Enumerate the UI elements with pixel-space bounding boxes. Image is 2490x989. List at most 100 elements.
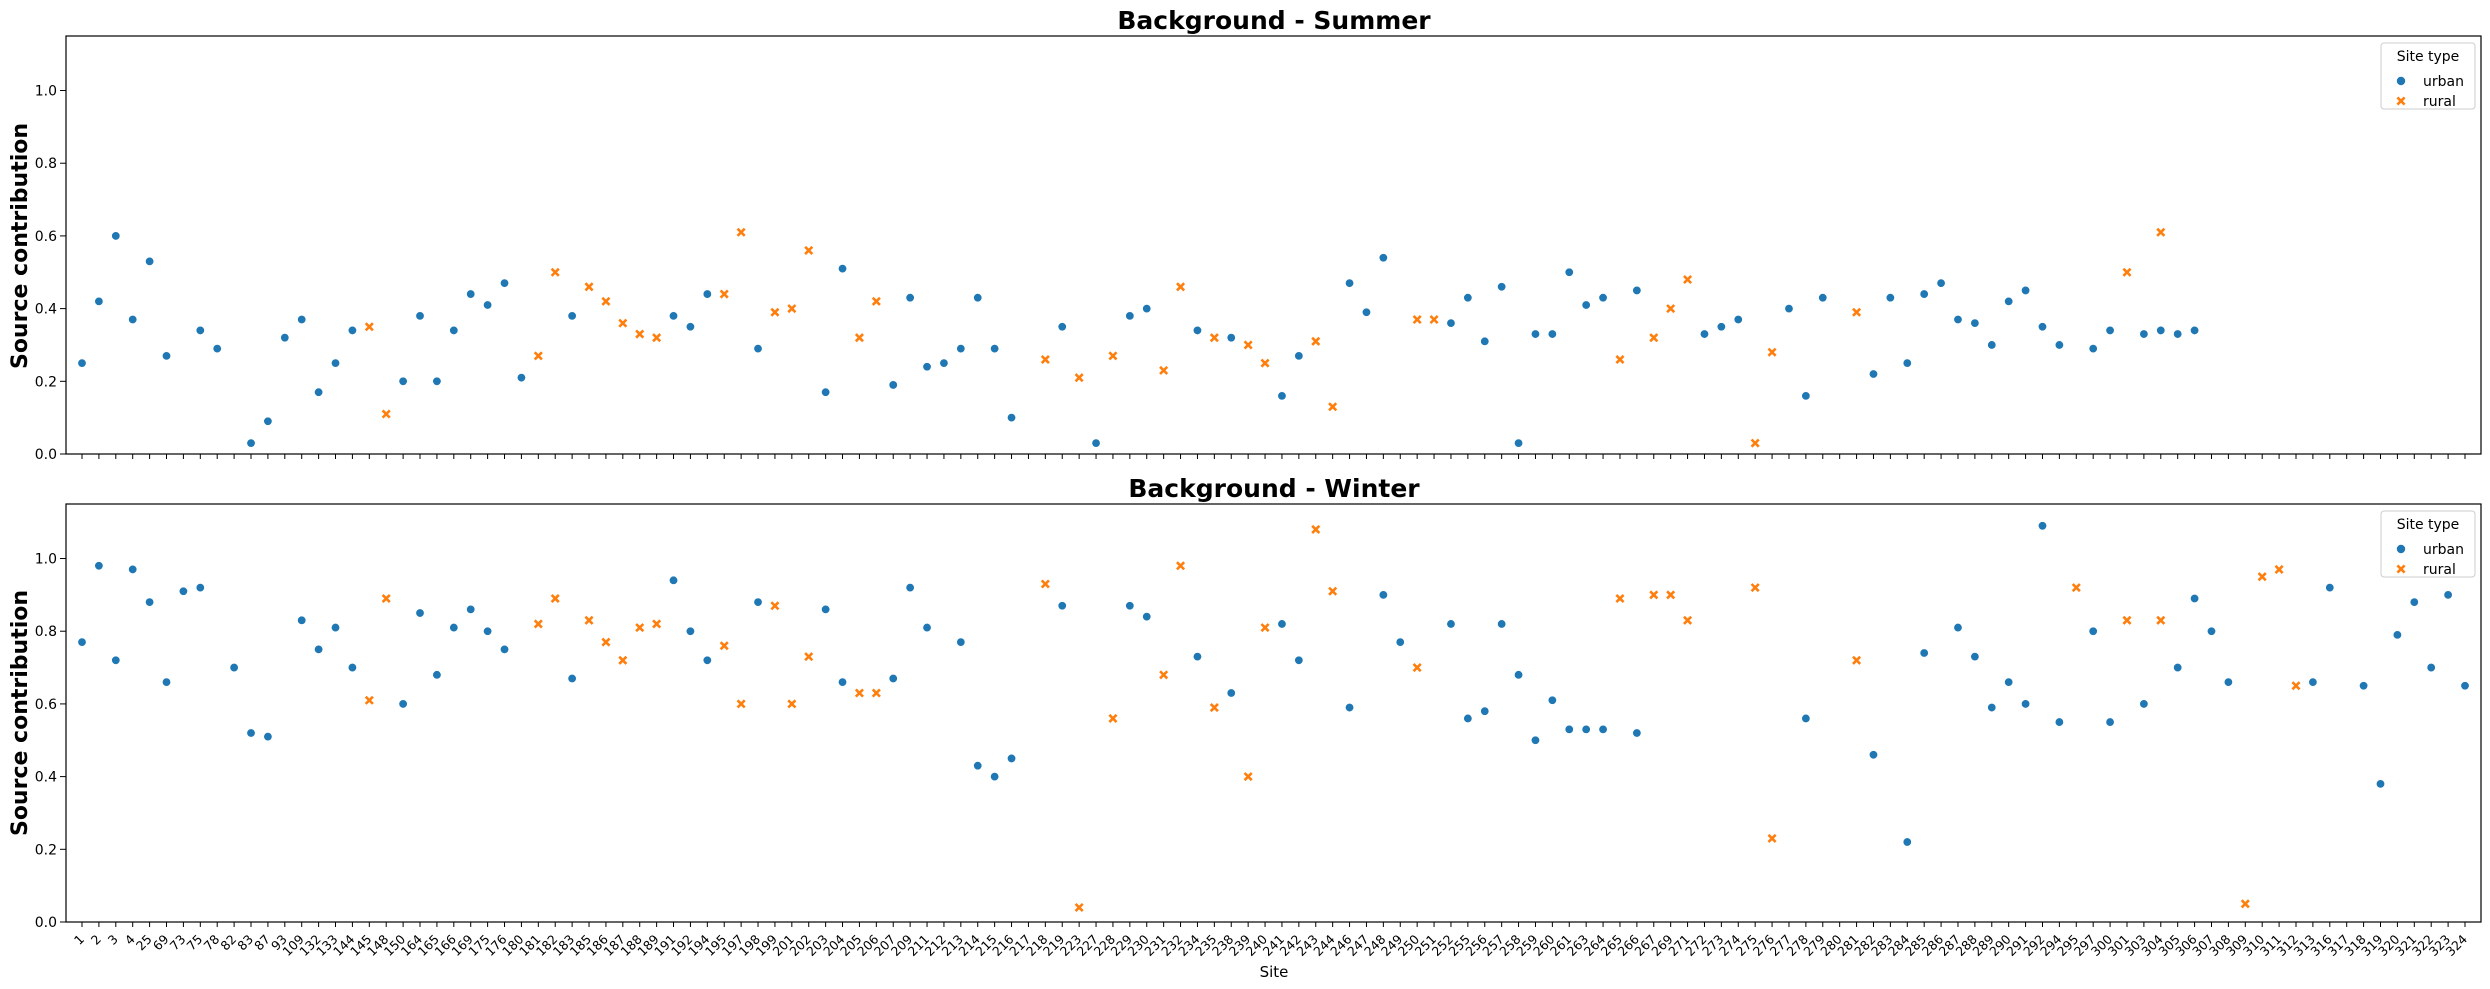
data-point-urban (1277, 391, 1287, 401)
data-point-urban (1784, 304, 1794, 314)
winter-plot-frame (65, 503, 2482, 923)
data-point-urban (212, 344, 222, 354)
data-point-urban (111, 231, 121, 241)
data-point-urban (2021, 699, 2031, 709)
data-point-urban (1801, 713, 1811, 723)
data-point-urban (263, 732, 273, 742)
data-point-rural (364, 695, 374, 705)
data-point-rural (550, 593, 560, 604)
data-point-rural (618, 318, 628, 328)
x-tick-label: 324 (2443, 931, 2471, 959)
data-point-rural (854, 333, 864, 343)
data-point-urban (2173, 329, 2183, 339)
y-tick-label: 0.4 (35, 302, 57, 318)
data-point-urban (2426, 663, 2436, 673)
winter-legend: Site type urban rural (2380, 510, 2476, 578)
y-tick-label: 0.6 (35, 697, 57, 713)
data-point-urban (922, 362, 932, 372)
data-point-urban (1987, 703, 1997, 713)
legend-marker-rural (2396, 96, 2406, 106)
data-point-urban (1885, 293, 1895, 303)
data-point-rural (736, 227, 746, 237)
data-point-urban (1970, 318, 1980, 328)
data-point-urban (1716, 322, 1726, 332)
data-point-urban (1598, 724, 1608, 734)
data-point-rural (804, 245, 814, 255)
data-point-urban (1125, 311, 1135, 321)
data-point-rural (1108, 713, 1118, 723)
data-point-urban (347, 663, 357, 673)
data-point-urban (567, 673, 577, 683)
legend-marker-urban (2396, 76, 2406, 86)
data-point-urban (347, 325, 357, 335)
data-point-urban (1514, 670, 1524, 680)
data-point-rural (2274, 564, 2284, 574)
data-point-rural (1040, 354, 1050, 365)
data-point-urban (1378, 590, 1388, 600)
legend-title: Site type (2397, 49, 2460, 65)
data-point-urban (1936, 278, 1946, 288)
data-point-urban (1902, 837, 1912, 847)
data-point-rural (1209, 703, 1219, 713)
y-tick-label: 0.0 (35, 447, 57, 463)
data-point-urban (685, 322, 695, 332)
data-point-urban (2409, 597, 2419, 607)
summer-y-axis: 0.0 0.2 0.4 0.6 0.8 1.0 (35, 84, 66, 463)
legend-label: rural (2423, 94, 2456, 110)
data-point-urban (398, 699, 408, 709)
data-point-rural (1243, 772, 1253, 782)
x-tick-label: 3 (105, 932, 121, 948)
data-point-urban (2156, 325, 2166, 335)
data-point-rural (787, 699, 797, 709)
legend-label: urban (2423, 74, 2464, 90)
data-point-urban (1801, 391, 1811, 401)
data-point-urban (1733, 315, 1743, 325)
data-point-urban (1919, 648, 1929, 658)
data-point-urban (314, 644, 324, 654)
winter-ylabel: Source contribution (8, 590, 33, 836)
data-point-urban (939, 358, 949, 368)
summer-x-axis (81, 454, 2466, 459)
data-point-urban (77, 637, 87, 647)
data-point-urban (1953, 623, 1963, 633)
data-point-urban (466, 289, 476, 299)
data-point-urban (1361, 307, 1371, 317)
data-point-rural (2122, 615, 2132, 625)
data-point-rural (1074, 902, 1084, 912)
data-point-urban (449, 325, 459, 335)
data-point-rural (1176, 282, 1186, 292)
data-point-rural (1666, 304, 1676, 314)
data-point-urban (2308, 677, 2318, 687)
data-point-urban (1345, 703, 1355, 713)
data-point-urban (2139, 699, 2149, 709)
data-point-urban (1564, 724, 1574, 734)
data-point-urban (331, 623, 341, 633)
data-point-urban (888, 673, 898, 683)
data-point-urban (500, 278, 510, 288)
data-point-rural (1074, 373, 1084, 383)
data-point-urban (297, 615, 307, 625)
data-point-rural (1176, 561, 1186, 571)
data-point-rural (1750, 438, 1760, 448)
data-point-rural (1040, 579, 1050, 589)
data-point-rural (1767, 347, 1777, 357)
data-point-urban (973, 293, 983, 303)
data-point-urban (331, 358, 341, 368)
data-point-urban (178, 586, 188, 596)
data-point-urban (449, 623, 459, 633)
data-point-urban (2054, 717, 2064, 727)
data-point-urban (821, 387, 831, 397)
data-point-urban (1142, 304, 1152, 314)
data-point-rural (635, 623, 645, 633)
data-point-urban (888, 380, 898, 390)
data-point-urban (990, 344, 1000, 354)
data-point-rural (601, 296, 611, 306)
data-point-urban (956, 344, 966, 354)
data-point-rural (1767, 833, 1777, 843)
data-point-urban (922, 623, 932, 633)
data-point-urban (128, 315, 138, 325)
data-point-rural (550, 267, 560, 277)
data-point-urban (669, 311, 679, 321)
summer-title: Background - Summer (1117, 6, 1431, 35)
data-point-rural (584, 282, 594, 292)
